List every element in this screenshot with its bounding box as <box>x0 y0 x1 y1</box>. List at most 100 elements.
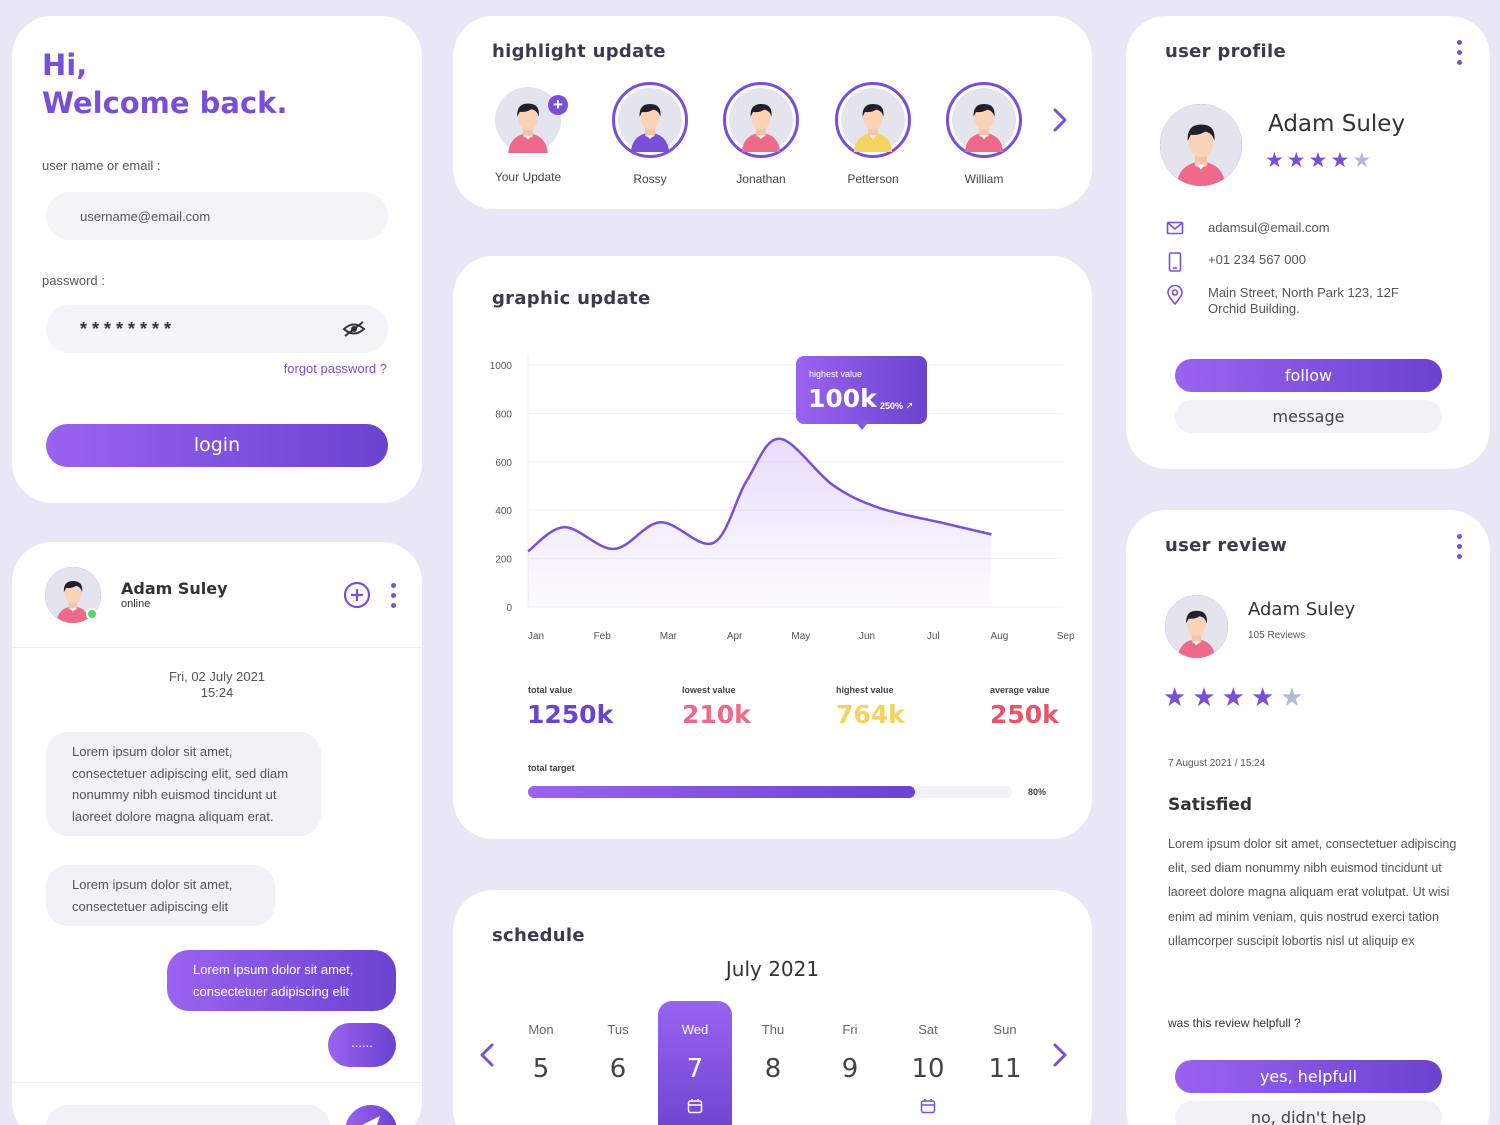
story-name: William <box>964 172 1004 186</box>
day-tus[interactable]: Tus 6 <box>581 1001 655 1084</box>
chat-menu-icon[interactable] <box>391 583 397 613</box>
username-label: user name or email : <box>42 158 161 173</box>
profile-card: user profile Adam Suley ★★★★★ adamsul@em… <box>1126 16 1490 469</box>
day-sun[interactable]: Sun 11 <box>968 1001 1042 1084</box>
profile-rating: ★★★★★ <box>1265 148 1374 173</box>
password-input[interactable]: * * * * * * * * <box>46 305 388 353</box>
review-question: was this review helpfull ? <box>1168 1016 1301 1030</box>
x-tick-label: Aug <box>991 631 1009 642</box>
stat-label: total value <box>528 685 573 695</box>
follow-button[interactable]: follow <box>1175 359 1442 392</box>
chat-message-typing: ...... <box>328 1023 396 1067</box>
highlight-title: highlight update <box>492 41 666 62</box>
review-count: 105 Reviews <box>1248 630 1306 641</box>
day-name: Thu <box>761 1022 785 1037</box>
day-wed[interactable]: Wed 7 <box>658 1001 732 1125</box>
review-rating: ★★★★★ <box>1163 682 1310 713</box>
chevron-right-icon[interactable] <box>1050 106 1070 134</box>
schedule-title: schedule <box>492 925 585 946</box>
series-line <box>527 437 992 553</box>
y-tick-label: 1000 <box>490 361 513 372</box>
greeting-line-2: Welcome back. <box>42 86 288 120</box>
helpful-yes-button[interactable]: yes, helpfull <box>1175 1060 1442 1093</box>
story-william[interactable]: William <box>939 82 1029 186</box>
target-track <box>528 786 1012 798</box>
x-tick-label: Mar <box>660 631 678 642</box>
x-tick-label: Apr <box>727 631 743 642</box>
story-name: Jonathan <box>736 172 786 186</box>
day-thu[interactable]: Thu 8 <box>736 1001 810 1084</box>
login-button[interactable]: login <box>46 424 388 467</box>
review-name: Adam Suley <box>1248 599 1356 620</box>
chat-message-received: Lorem ipsum dolor sit amet, consectetuer… <box>46 732 321 836</box>
tooltip-change: 250% ↗ <box>880 401 914 411</box>
password-label: password : <box>42 273 105 288</box>
schedule-month: July 2021 <box>725 957 820 981</box>
eye-hidden-icon[interactable] <box>342 320 366 338</box>
day-date: 10 <box>911 1054 945 1084</box>
review-title: user review <box>1165 535 1288 556</box>
chat-name: Adam Suley <box>121 579 228 598</box>
y-tick-label: 200 <box>495 555 512 566</box>
stat-value: 210k <box>682 700 751 729</box>
send-icon <box>362 1116 380 1125</box>
mail-icon <box>1166 221 1184 235</box>
chat-card: Adam Suley online Fri, 02 July 2021 15:2… <box>12 542 422 1125</box>
tooltip-value: 100k <box>808 384 877 413</box>
day-mon[interactable]: Mon 5 <box>504 1001 578 1084</box>
story-name: Your Update <box>494 170 562 184</box>
forgot-password-link[interactable]: forgot password ? <box>283 361 387 376</box>
x-tick-label: Sep <box>1057 631 1075 642</box>
series-area <box>528 438 992 607</box>
day-name: Mon <box>528 1022 554 1037</box>
chat-divider <box>12 647 422 648</box>
day-name: Tus <box>607 1022 629 1037</box>
send-button[interactable] <box>345 1105 397 1125</box>
story-petterson[interactable]: Petterson <box>828 82 918 186</box>
add-contact-icon[interactable] <box>343 581 371 609</box>
star-icon: ★ <box>1221 682 1251 712</box>
message-button[interactable]: message <box>1175 400 1442 433</box>
day-sat[interactable]: Sat 10 <box>891 1001 965 1114</box>
story-jonathan[interactable]: Jonathan <box>716 82 806 186</box>
star-icon: ★ <box>1265 149 1287 172</box>
star-icon: ★ <box>1280 682 1310 712</box>
story-ring <box>946 82 1022 158</box>
profile-menu-icon[interactable] <box>1457 40 1463 70</box>
chevron-right-icon[interactable] <box>1050 1041 1070 1069</box>
line-chart: 0 200 400 600 800 1000 Jan Feb Mar Apr May Jun Jul Au… <box>490 355 1075 642</box>
y-tick-label: 400 <box>495 506 512 517</box>
tooltip: highest value 100k 250% ↗ <box>796 356 927 430</box>
profile-name: Adam Suley <box>1268 111 1406 137</box>
story-your-update[interactable]: + Your Update <box>483 82 573 184</box>
graphic-card: graphic update 0 200 400 600 800 1000 Jan Feb Ma… <box>453 256 1092 839</box>
helpful-no-button[interactable]: no, didn't help <box>1175 1101 1442 1125</box>
story-rossy[interactable]: Rossy <box>605 82 695 186</box>
review-body: Lorem ipsum dolor sit amet, consectetuer… <box>1168 837 1457 948</box>
y-tick-label: 0 <box>506 603 512 614</box>
password-value: * * * * * * * * <box>80 318 172 339</box>
day-fri[interactable]: Fri 9 <box>813 1001 887 1084</box>
chat-date: Fri, 02 July 2021 <box>168 669 266 684</box>
tooltip-pointer <box>854 420 870 430</box>
story-ring <box>835 82 911 158</box>
x-tick-label: May <box>791 631 810 642</box>
schedule-card: schedule July 2021 Mon 5 Tus 6 Wed 7 Thu 8 F… <box>453 890 1092 1125</box>
chat-divider-bottom <box>12 1082 422 1083</box>
message-input[interactable] <box>46 1105 330 1125</box>
review-headline: Satisfied <box>1168 795 1253 815</box>
star-icon: ★ <box>1308 149 1331 172</box>
greeting-line-1: Hi, <box>42 48 88 82</box>
x-tick-label: Jul <box>927 631 940 642</box>
profile-phone: +01 234 567 000 <box>1208 252 1306 267</box>
day-date: 9 <box>841 1054 859 1084</box>
day-date: 11 <box>988 1054 1022 1084</box>
review-menu-icon[interactable] <box>1457 534 1463 564</box>
profile-title: user profile <box>1165 41 1286 62</box>
star-icon: ★ <box>1330 149 1353 172</box>
add-story-icon[interactable]: + <box>548 95 568 115</box>
star-icon: ★ <box>1163 682 1193 712</box>
chevron-left-icon[interactable] <box>477 1041 497 1069</box>
username-input[interactable]: username@email.com <box>46 192 388 240</box>
star-icon: ★ <box>1192 682 1222 712</box>
